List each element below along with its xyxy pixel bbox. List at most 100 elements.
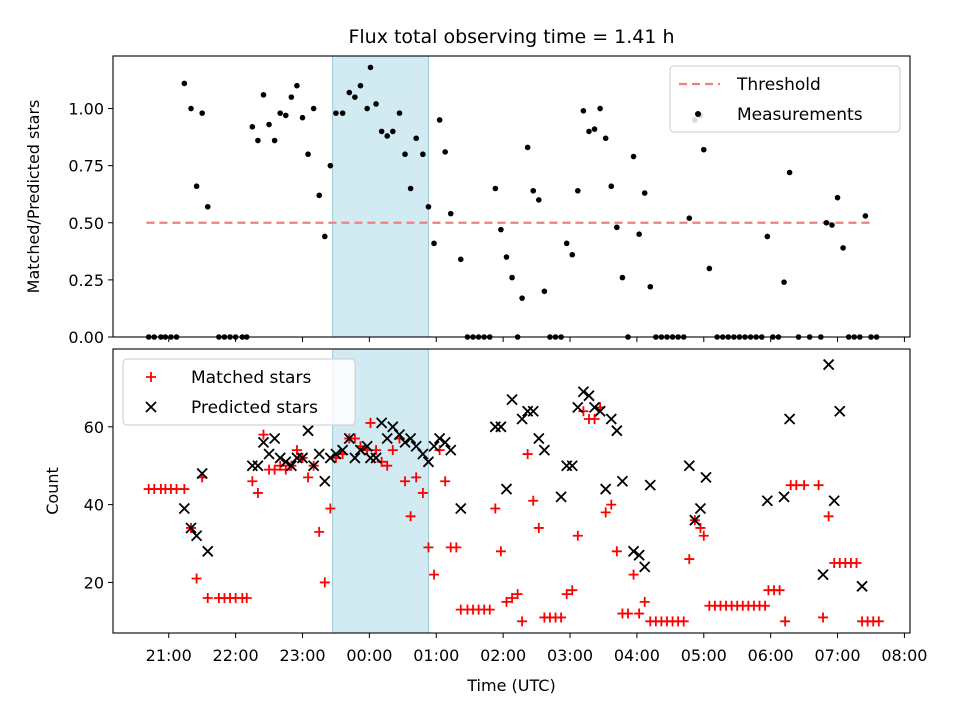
measurement-point [339, 110, 346, 116]
matched-star-point [695, 522, 706, 533]
predicted-star-point [455, 502, 467, 515]
legend-label: Measurements [737, 105, 863, 125]
measurement-point [700, 146, 707, 153]
predicted-star-point [495, 421, 507, 433]
measurement-point [706, 265, 713, 272]
legend-swatch [695, 111, 701, 117]
matched-star-point [578, 406, 589, 417]
matched-star-point [314, 526, 325, 537]
measurement-point [352, 94, 358, 100]
predicted-star-point [577, 386, 590, 398]
matched-star-point [818, 612, 829, 623]
measurement-point [260, 92, 267, 98]
matched-star-point [400, 476, 411, 487]
matched-star-point [417, 487, 428, 498]
measurement-point [575, 187, 581, 194]
x-tick-label: 01:00 [413, 646, 459, 665]
measurement-point [823, 219, 830, 226]
matched-star-point [411, 472, 422, 483]
x-axis-label: Time (UTC) [466, 676, 555, 695]
predicted-star-point [285, 460, 297, 472]
matched-star-point [275, 460, 286, 471]
measurement-point [402, 151, 408, 158]
matched-star-point [507, 592, 518, 603]
predicted-star-point [319, 475, 331, 487]
legend: Threshold Measurements [669, 65, 901, 133]
matched-star-point [589, 414, 600, 425]
predicted-star-point [354, 444, 367, 456]
matched-star-point [365, 417, 376, 428]
measurement-point [602, 135, 609, 142]
predicted-star-point [516, 413, 528, 425]
measurement-point [524, 144, 531, 151]
matched-star-point [528, 495, 539, 506]
predicted-star-point [361, 440, 373, 452]
measurement-point [389, 128, 396, 135]
predicted-star-point [694, 502, 707, 515]
measurement-point [282, 112, 289, 119]
measurement-point [321, 233, 328, 240]
matched-star-point [698, 530, 709, 541]
matched-star-point [247, 476, 258, 487]
predicted-star-point [761, 495, 773, 507]
measurement-point [563, 240, 570, 247]
matched-star-point [280, 464, 291, 475]
matched-star-point [191, 573, 202, 584]
measurement-point [431, 240, 437, 247]
matched-star-point [291, 445, 302, 456]
y-axis-label: Matched/Predicted stars [24, 100, 43, 294]
matched-star-point [387, 445, 398, 456]
predicted-star-point [178, 502, 190, 515]
predicted-star-point [594, 405, 606, 417]
matched-star-point [556, 612, 567, 623]
predicted-star-point [324, 452, 337, 464]
matched-star-point [823, 511, 834, 522]
matched-star-point [684, 554, 695, 565]
measurement-point [442, 149, 448, 155]
x-tick-label: 02:00 [480, 646, 526, 665]
measurement-point [277, 110, 284, 116]
measurement-point [346, 89, 353, 96]
predicted-star-point [783, 413, 796, 425]
x-tick-label: 22:00 [213, 646, 259, 665]
predicted-star-point [428, 440, 440, 452]
matched-star-point [572, 530, 583, 541]
measurement-point [425, 203, 432, 210]
x-tick-label: 07:00 [814, 646, 860, 665]
matched-star-point [490, 503, 501, 514]
measurement-point [536, 197, 542, 203]
measurement-point [367, 64, 374, 71]
chart-title: Flux total observing time = 1.41 h [348, 26, 674, 48]
measurement-point [580, 108, 587, 114]
legend-label: Predicted stars [191, 398, 318, 418]
y-tick-label: 0.50 [68, 214, 104, 233]
predicted-star-point [527, 405, 539, 417]
measurement-point [407, 185, 414, 192]
measurement-point [436, 117, 443, 123]
predicted-star-point [611, 425, 623, 437]
flux-ratio-panel: 0.00 0.25 0.50 0.75 1.00 Matched/Predicted st… [24, 26, 911, 347]
measurement-point [781, 279, 787, 285]
predicted-star-point [506, 393, 518, 406]
measurement-point [364, 105, 370, 112]
matched-star-point [241, 592, 252, 603]
predicted-star-point [330, 448, 342, 460]
predicted-star-point [280, 456, 292, 468]
measurement-point [503, 254, 510, 260]
measurement-point [447, 210, 454, 217]
series-predicted-stars [178, 358, 868, 592]
x-tick-label: 06:00 [748, 646, 794, 665]
predicted-star-point [627, 545, 640, 557]
predicted-star-point [376, 417, 388, 429]
predicted-star-point [583, 390, 595, 402]
x-tick-label: 23:00 [279, 646, 325, 665]
measurement-point [294, 82, 300, 89]
predicted-star-point [202, 545, 214, 557]
matched-star-point [533, 522, 544, 533]
predicted-star-point [185, 522, 197, 534]
measurement-point [509, 274, 515, 281]
predicted-star-point [349, 452, 361, 464]
legend-box [669, 65, 901, 133]
matched-star-point [179, 484, 190, 495]
matched-star-point [371, 445, 382, 456]
